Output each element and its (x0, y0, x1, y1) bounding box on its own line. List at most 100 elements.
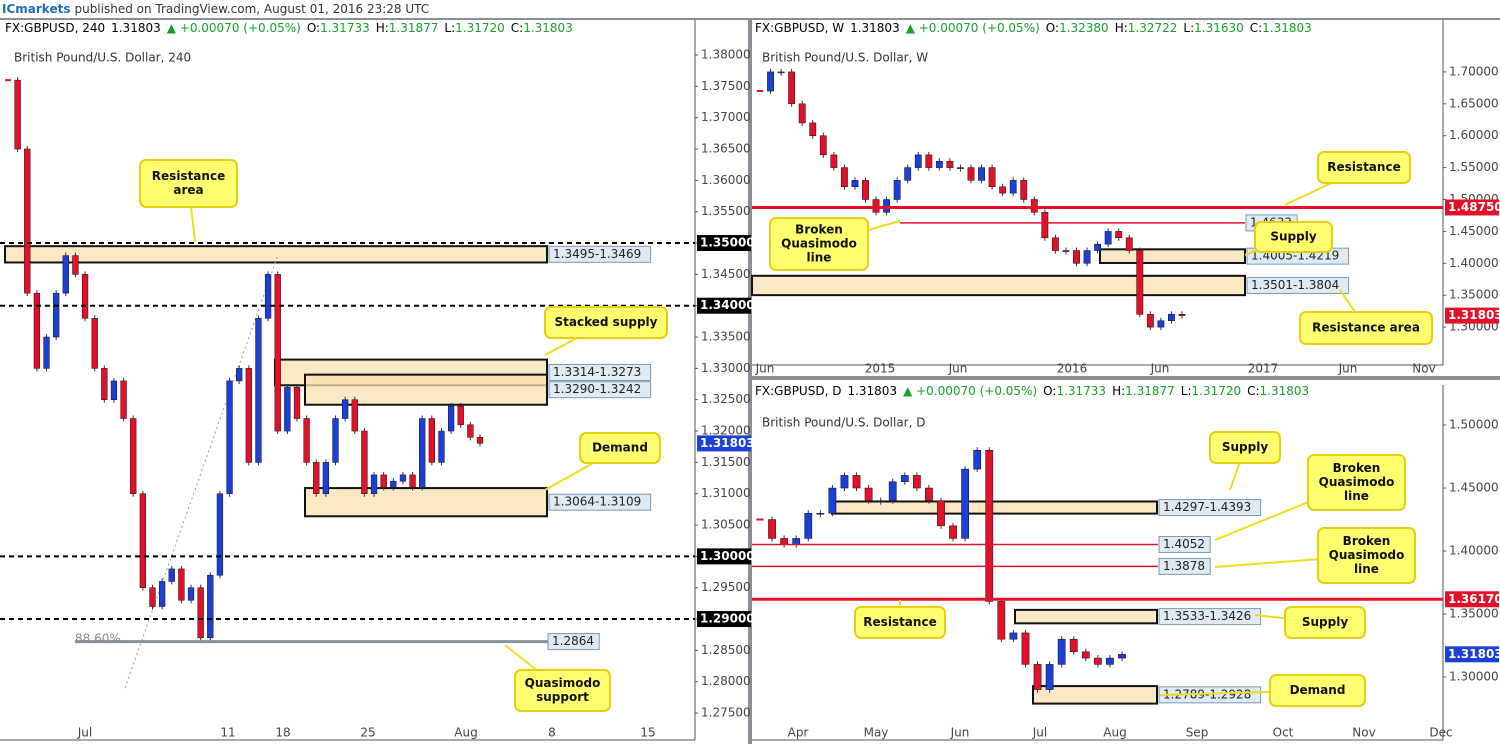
candle (840, 167, 848, 187)
y-tick-label: 1.70000 (1449, 64, 1499, 78)
candle (303, 418, 310, 463)
candle (852, 475, 861, 489)
candle (888, 481, 897, 501)
candle (828, 487, 837, 514)
quote-item: 1.31733 (320, 21, 370, 35)
y-tick-label: 1.45000 (1449, 224, 1499, 238)
zone-label: 1.3064-1.3109 (553, 495, 641, 509)
brand[interactable]: ICmarkets (2, 2, 70, 16)
axis-label-box (697, 548, 751, 565)
candle (957, 167, 964, 169)
callout-text: Broken (1333, 461, 1381, 475)
axis-label-box (1445, 199, 1499, 216)
candle (322, 462, 330, 494)
y-tick-label: 1.35000 (1449, 607, 1499, 621)
y-tick-label: 1.30000 (1449, 670, 1499, 684)
zone (304, 373, 548, 406)
candle (816, 512, 825, 515)
quote-line: FX:GBPUSD, W 1.31803 ▲ +0.00070 (+0.05%) O:… (755, 21, 1312, 35)
candle (1118, 654, 1126, 659)
candle (168, 568, 175, 582)
quote-item: FX:GBPUSD, D (755, 384, 841, 398)
candle (967, 167, 975, 181)
candle (1168, 314, 1175, 321)
zone (304, 487, 548, 518)
candle (467, 424, 474, 438)
axis-label-box (697, 297, 751, 314)
y-tick-label: 1.31000 (701, 486, 751, 500)
candle (216, 493, 224, 576)
candle (1106, 657, 1114, 665)
candle (893, 180, 901, 200)
quote-item: 1.31877 (1125, 384, 1175, 398)
quote-item: O: (1046, 21, 1059, 35)
candle (999, 186, 1007, 194)
divider (0, 18, 1500, 20)
candle (313, 462, 320, 494)
candle (935, 160, 943, 168)
candle (332, 418, 339, 463)
y-tick-label: 1.28500 (701, 643, 751, 657)
candle (207, 574, 214, 639)
candle (351, 399, 358, 432)
y-tick-label: 1.35500 (701, 204, 751, 218)
y-tick-label: 1.33500 (701, 330, 751, 344)
candle (236, 368, 243, 382)
candle (158, 581, 166, 607)
zone-label: 1.3290-1.3242 (553, 382, 641, 396)
candle (851, 180, 859, 187)
y-tick-label: 1.29500 (701, 580, 751, 594)
last-price-label: 1.31803 (1448, 308, 1500, 322)
callout-text: Resistance (152, 169, 225, 183)
callout-box (1254, 221, 1333, 253)
candle (1125, 237, 1133, 251)
candle (1081, 651, 1090, 659)
candle (476, 437, 484, 444)
y-tick-label: 1.55000 (1449, 160, 1499, 174)
callout-box (1317, 151, 1411, 184)
quote-item: 1.31803 (1260, 384, 1310, 398)
level-label-box (547, 633, 600, 651)
candle (1057, 638, 1066, 665)
candle (872, 199, 880, 213)
quote-item: 1.31720 (455, 21, 505, 35)
candle (1030, 199, 1038, 213)
y-tick-label: 1.33000 (701, 361, 751, 375)
quote-item: H: (1112, 384, 1125, 398)
quote-item: ▲ +0.00070 (+0.05%) (167, 21, 301, 35)
quote-item: O: (1043, 384, 1056, 398)
candle (768, 519, 776, 539)
x-tick-label: Sep (1186, 726, 1209, 740)
quote-item: C: (511, 21, 523, 35)
x-tick-label: Dec (1429, 726, 1452, 740)
callout-text: Broken (795, 223, 843, 237)
quote-item: 1.31720 (1192, 384, 1242, 398)
candle (988, 167, 996, 187)
quote-item: 1.31803 (847, 384, 897, 398)
x-tick-label: 15 (640, 726, 655, 740)
y-tick-label: 1.60000 (1449, 128, 1499, 142)
x-tick-label: Nov (1352, 726, 1375, 740)
last-price-label: 1.31803 (700, 436, 755, 450)
zone-label: 1.4297-1.4393 (1163, 500, 1251, 514)
x-tick-label: Jun (1150, 362, 1170, 376)
candle (1062, 250, 1070, 252)
quote-item: L: (1183, 21, 1194, 35)
candle (1146, 314, 1154, 328)
candle (33, 292, 41, 369)
candle (1094, 243, 1102, 251)
candle (876, 500, 885, 502)
candle (1051, 237, 1059, 251)
candle (864, 487, 873, 501)
quote-line: FX:GBPUSD, 240 1.31803 ▲ +0.00070 (+0.05%)… (5, 21, 573, 35)
y-tick-label: 1.65000 (1449, 96, 1499, 110)
candle (900, 475, 909, 482)
candle (62, 255, 69, 294)
candle (245, 368, 252, 463)
candle (120, 380, 127, 419)
quote-item: FX:GBPUSD, W (755, 21, 844, 35)
zone-label-box (548, 381, 652, 399)
level-label: 1.2864 (552, 634, 594, 648)
quote-item: 1.31803 (111, 21, 161, 35)
